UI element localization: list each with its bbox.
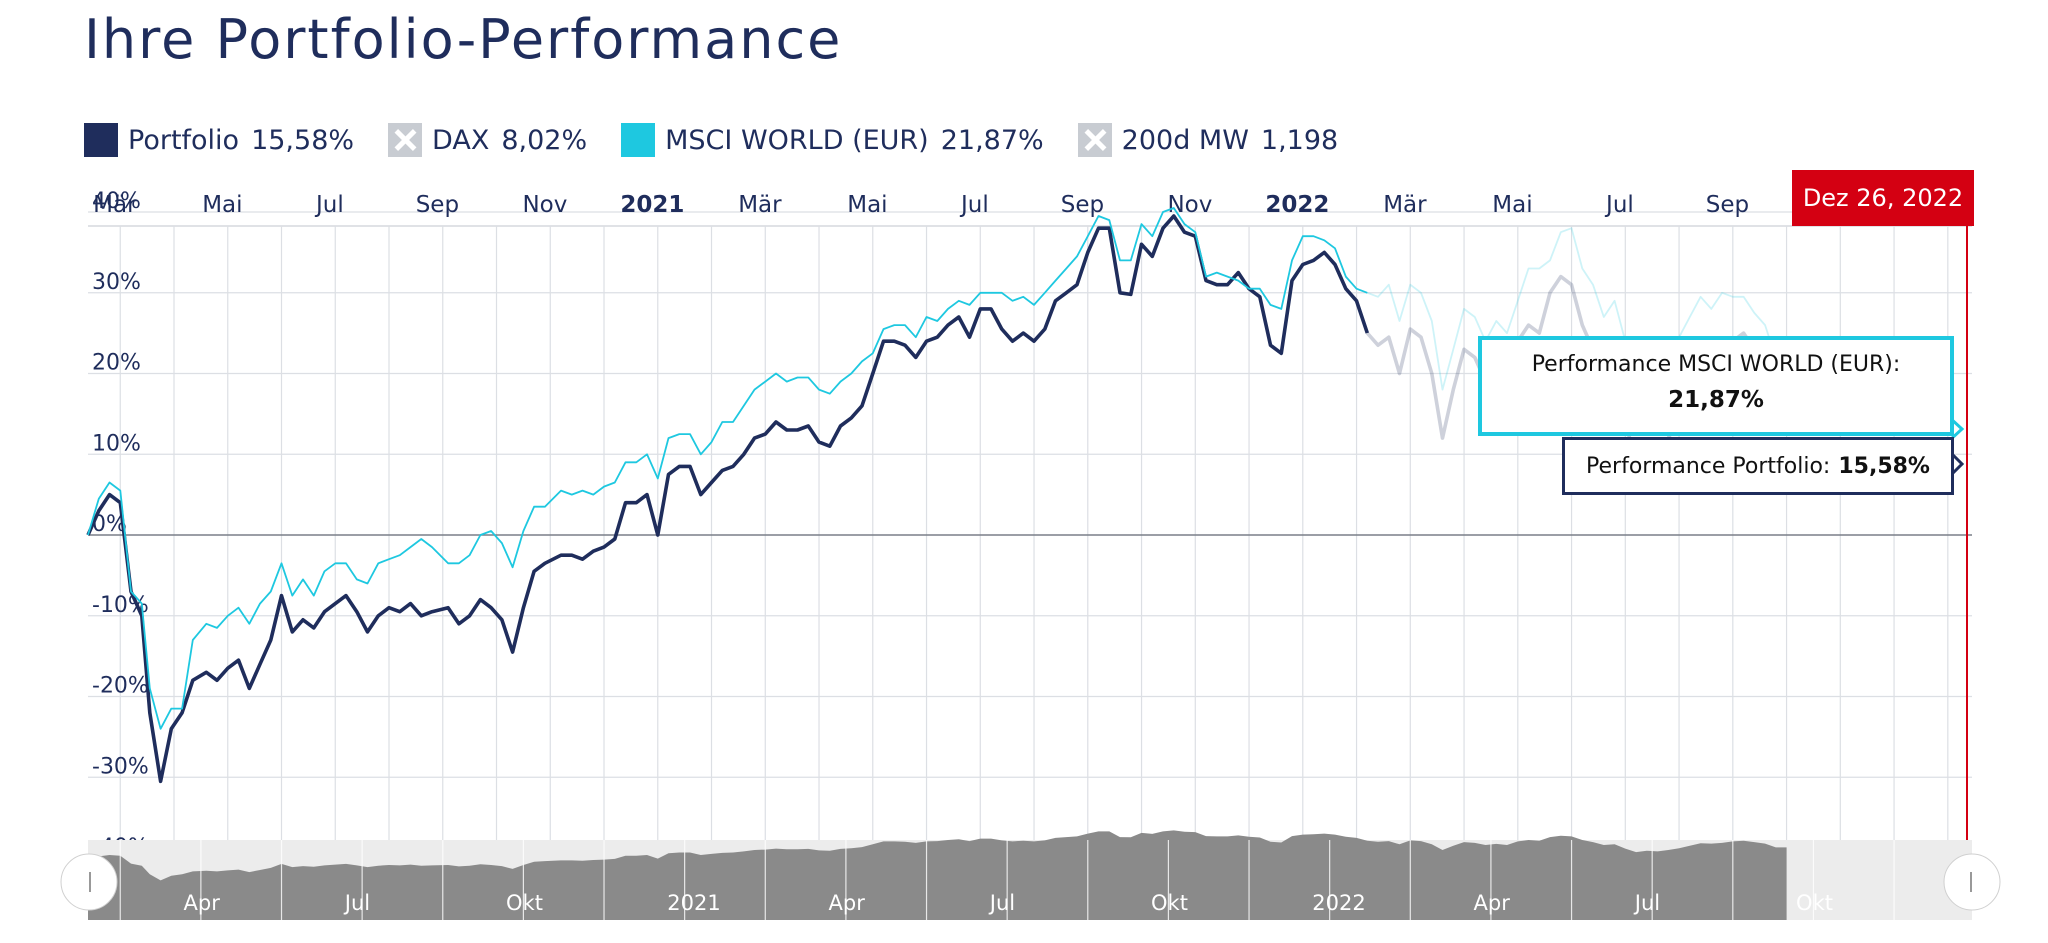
- y-tick-label: -30%: [92, 754, 149, 779]
- chart-overlay: [1948, 226, 1968, 840]
- x-tick-label: Mär: [738, 192, 782, 218]
- legend-value-dax: 8,02%: [501, 124, 588, 156]
- legend-value-msci-world: 21,87%: [940, 124, 1044, 156]
- tooltip-portfolio-arrow-icon: [1950, 452, 1965, 476]
- legend-swatch-200d-mw-disabled-icon: [1077, 123, 1112, 157]
- chart-grid: [88, 211, 1972, 866]
- legend-item-dax[interactable]: DAX 8,02%: [388, 123, 587, 157]
- navigator-area: [88, 830, 1972, 920]
- x-tick-label: 2022: [1265, 192, 1329, 218]
- x-tick-label: Sep: [416, 192, 459, 218]
- x-tick-label: Nov: [1167, 192, 1212, 218]
- x-axis: Mär Mai Jul Sep Nov 2021 Mär Mai Jul Sep Nov 2022 Mä…: [93, 192, 1749, 218]
- x-tick-label: Jul: [959, 192, 989, 218]
- x-tick-label: 2021: [620, 192, 684, 218]
- tooltip-msci-value: 21,87%: [1668, 387, 1764, 413]
- chart-series: [86, 207, 1787, 784]
- tooltip-portfolio: Performance Portfolio: 15,58%: [1562, 437, 1954, 495]
- navigator-label: Okt: [506, 891, 543, 915]
- navigator-label: 2022: [1312, 891, 1365, 915]
- navigator-label: 2021: [667, 891, 720, 915]
- tooltip-msci-arrow-icon: [1948, 416, 1965, 442]
- x-tick-label: Mai: [1492, 192, 1532, 218]
- tooltip-msci-label: Performance MSCI WORLD (EUR):: [1531, 352, 1901, 377]
- x-tick-label: Mai: [202, 192, 242, 218]
- chart-legend: Portfolio 15,58% DAX 8,02% MSCI WORLD (E…: [84, 120, 1372, 160]
- tooltip-portfolio-label: Performance Portfolio:: [1586, 453, 1831, 479]
- x-tick-label: Mär: [93, 192, 137, 218]
- legend-label-200d-mw: 200d MW: [1121, 124, 1249, 156]
- navigator-label: Jul: [1633, 891, 1660, 915]
- x-tick-label: Jul: [314, 192, 344, 218]
- navigator-label: Apr: [1474, 891, 1511, 915]
- legend-swatch-dax-disabled-icon: [388, 123, 423, 157]
- y-tick-label: -20%: [92, 674, 149, 699]
- x-tick-label: Jul: [1604, 192, 1634, 218]
- legend-label-msci-world: MSCI WORLD (EUR): [665, 124, 929, 156]
- tooltip-portfolio-value: 15,58%: [1838, 453, 1930, 479]
- series-line-msci-world-eur: [87, 207, 1368, 730]
- legend-item-portfolio[interactable]: Portfolio 15,58%: [84, 123, 354, 157]
- navigator-label: Apr: [829, 891, 866, 915]
- series-line-portfolio: [86, 214, 1370, 784]
- y-tick-label: 40%: [92, 189, 141, 214]
- navigator-label: Apr: [184, 891, 221, 915]
- navigator-label: Okt: [1151, 891, 1188, 915]
- x-tick-label: Sep: [1061, 192, 1104, 218]
- legend-item-msci-world[interactable]: MSCI WORLD (EUR) 21,87%: [621, 123, 1044, 157]
- range-navigator[interactable]: Apr Jul Okt 2021 Apr Jul Okt 2022 Apr Jul Okt: [60, 830, 2001, 920]
- crosshair-date-badge: Dez 26, 2022: [1792, 170, 1974, 226]
- legend-item-200d-mw[interactable]: 200d MW 1,198: [1077, 123, 1339, 157]
- navigator-label: Jul: [343, 891, 370, 915]
- y-axis: 40%30%20%10%0%-10%-20%-30%-40%: [92, 189, 149, 860]
- y-tick-label: 10%: [92, 431, 141, 456]
- legend-swatch-msci-world: [621, 123, 656, 157]
- y-tick-label: 20%: [92, 351, 141, 376]
- tooltip-msci-world: Performance MSCI WORLD (EUR): 21,87%: [1478, 336, 1954, 436]
- x-tick-label: Sep: [1706, 192, 1749, 218]
- legend-swatch-portfolio: [84, 123, 118, 157]
- x-tick-label: Mär: [1383, 192, 1427, 218]
- x-tick-label: Mai: [847, 192, 887, 218]
- page-title: Ihre Portfolio-Performance: [84, 8, 843, 71]
- y-tick-label: 30%: [92, 270, 141, 295]
- legend-label-dax: DAX: [432, 124, 490, 156]
- x-tick-label: Nov: [522, 192, 567, 218]
- series-line-faded-msci-world-eur: [1366, 227, 1787, 391]
- navigator-label: Okt: [1796, 891, 1833, 915]
- legend-label-portfolio: Portfolio: [128, 124, 240, 156]
- legend-value-portfolio: 15,58%: [251, 124, 355, 156]
- navigator-label: Jul: [988, 891, 1015, 915]
- legend-value-200d-mw: 1,198: [1260, 124, 1339, 156]
